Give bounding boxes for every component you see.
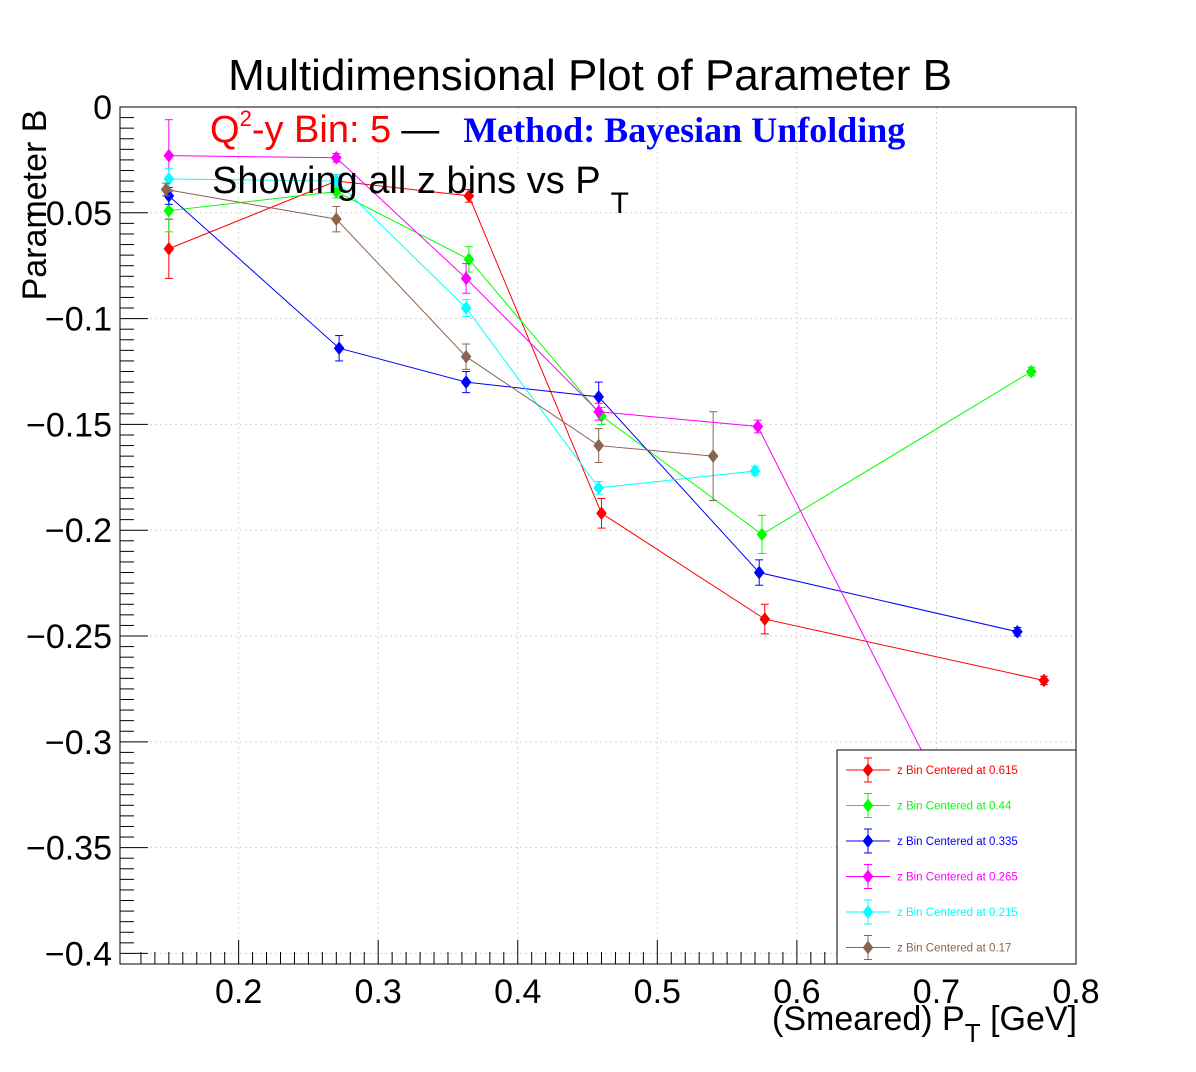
series-line [168,155,937,781]
legend-label: z Bin Centered at 0.265 [897,872,1018,884]
y-tick-label: −0.3 [45,724,112,762]
legend-box [836,749,1077,965]
data-point [460,271,472,286]
data-point [593,404,605,419]
data-point [463,252,475,267]
legend-label: z Bin Centered at 0.44 [897,801,1012,813]
bin-prefix: Q [210,109,240,151]
method-label: Method: Bayesian Unfolding [463,110,905,150]
x-tick-label: 0.6 [773,973,820,1011]
x-axis-label-main: (Smeared) P [772,1000,965,1038]
data-point [460,349,472,364]
legend-entry: z Bin Centered at 0.17 [846,935,1011,960]
legend-marker [862,940,874,955]
data-point [463,188,475,203]
subtitle-dash: — [401,109,439,151]
axes: 0.2 0.3 0.4 0.5 0.6 0.7 0.8 0 −0.05 −0.1 −0.15 −0.2… [26,89,1100,1011]
y-tick-label: −0.15 [26,406,112,444]
subtitle-line-1: Q2-y Bin: 5— Method: Bayesian Unfolding [210,106,905,151]
legend-marker [862,798,874,813]
legend-entry: z Bin Centered at 0.265 [846,864,1018,889]
data-point [163,241,175,256]
series-line [168,195,1018,633]
data-point [752,419,764,434]
data-point [756,527,768,542]
data-point [330,150,342,165]
legend-label: z Bin Centered at 0.615 [897,765,1018,777]
data-point [333,341,345,356]
data-point [460,301,472,315]
subtitle-line-2-text: Showing all z bins vs P [212,160,601,202]
y-tick-label: −0.05 [26,195,112,233]
data-point [1038,673,1050,688]
data-point [749,464,761,478]
data-point [160,182,172,197]
legend-marker [862,905,874,919]
y-tick-label: −0.25 [26,618,112,656]
x-tick-label: 0.7 [913,973,960,1011]
series-4 [163,167,761,495]
data-point [759,612,771,626]
legend-label: z Bin Centered at 0.215 [897,907,1018,919]
legend-entry: z Bin Centered at 0.215 [846,899,1018,925]
x-tick-label: 0.3 [355,973,402,1011]
data-point [753,565,765,580]
data-point [707,449,719,464]
x-tick-label: 0.2 [215,973,262,1011]
data-point [163,203,175,218]
legend-marker [862,763,874,777]
series-line [168,180,1045,681]
data-point [460,375,472,389]
x-tick-label: 0.8 [1052,973,1099,1011]
data-point [330,184,342,199]
y-tick-label: −0.4 [45,935,112,973]
y-axis-label: Parameter B [16,110,54,301]
y-tick-label: 0 [93,89,112,127]
series-line [168,191,1032,536]
series-5 [160,182,719,502]
y-tick-label: −0.1 [45,301,112,339]
data-point [330,174,342,188]
legend-entry: z Bin Centered at 0.44 [846,793,1012,818]
subtitle-line-2-subscript: T [611,187,629,220]
series-1 [163,184,1037,554]
y-tick-label: −0.2 [45,512,112,550]
bin-label: -y Bin: 5 [252,109,391,151]
data-point [593,480,605,495]
legend-label: z Bin Centered at 0.17 [897,943,1011,955]
legend-entry: z Bin Centered at 0.615 [846,757,1018,783]
plot-frame [119,106,1077,965]
x-axis-label: (Smeared) PT [GeV] [772,1000,1077,1048]
legend-marker [862,869,874,884]
x-tick-label: 0.4 [494,973,541,1011]
series-2 [163,186,1023,639]
y-tick-label: −0.35 [26,830,112,868]
chart-title: Multidimensional Plot of Parameter B [228,51,952,100]
data-point [596,506,607,521]
x-tick-label: 0.5 [634,973,681,1011]
data-point [1011,624,1023,639]
legend-label: z Bin Centered at 0.335 [897,836,1018,848]
data-point [330,212,342,227]
data-point [1025,364,1037,379]
legend-entry: z Bin Centered at 0.335 [846,828,1018,854]
legend: z Bin Centered at 0.615 z Bin Centered at… [836,749,1077,965]
x-axis-label-unit: [GeV] [981,1000,1077,1038]
bin-superscript: 2 [240,106,252,131]
subtitle-line-2: Showing all z bins vs P T [212,160,629,220]
x-axis-label-subscript: T [965,1018,981,1048]
data-point [163,148,175,163]
data-series [160,119,1050,787]
data-point [593,438,605,453]
legend-marker [862,834,874,848]
data-point [163,172,175,186]
